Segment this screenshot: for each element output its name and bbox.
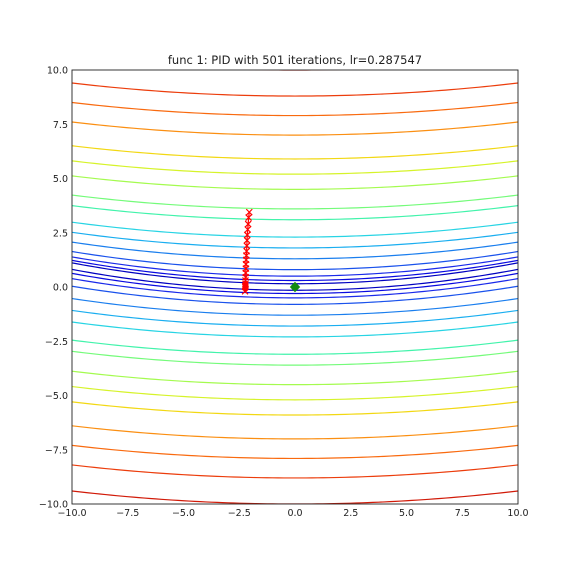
contour-line-5-upper (72, 160, 518, 175)
contour-line-5-lower (72, 385, 518, 401)
trajectory-end-cluster (242, 282, 249, 292)
y-tick-label: 2.5 (53, 228, 68, 239)
y-tick-label: 7.5 (53, 120, 68, 131)
contour-line-10-upper (72, 231, 518, 249)
contour-line-9-upper (72, 221, 518, 238)
x-tick-label: 5.0 (399, 508, 414, 519)
contour-line-0-lower (72, 490, 518, 504)
contour-line-1-lower (72, 464, 518, 479)
x-tick-label: 2.5 (343, 508, 358, 519)
contour-line-2-lower (72, 444, 518, 460)
x-tick-label: −10.0 (57, 508, 86, 519)
contour-line-14-lower (72, 272, 518, 295)
x-tick-label: −7.5 (116, 508, 139, 519)
y-tick-label: −10.0 (39, 500, 68, 511)
contour-line-10-lower (72, 309, 518, 327)
contour-line-9-lower (72, 321, 518, 338)
contour-line-13-lower (72, 278, 518, 299)
contour-line-13-upper (72, 256, 518, 277)
optimum-marker (289, 281, 301, 293)
contour-line-4-lower (72, 401, 518, 416)
y-tick-label: 5.0 (53, 174, 68, 185)
x-tick-label: 0.0 (287, 508, 302, 519)
y-tick-label: 0.0 (53, 283, 68, 294)
x-tick-label: 7.5 (455, 508, 470, 519)
trajectory-point (243, 242, 251, 250)
trajectory-point (244, 226, 252, 233)
x-tick-label: −5.0 (172, 508, 195, 519)
trajectory-point (245, 214, 253, 221)
contour-line-6-lower (72, 370, 518, 386)
x-tick-label: −2.5 (228, 508, 251, 519)
contour-line-11-lower (72, 297, 518, 316)
contour-line-7-lower (72, 350, 518, 366)
contour-line-3-upper (72, 121, 518, 136)
contour-line-2-upper (72, 101, 518, 117)
trajectory-point (243, 231, 251, 239)
plot-frame (71, 69, 519, 505)
contour-line-8-lower (72, 339, 518, 355)
y-axis-ticks: 10.0 7.5 5.0 2.5 0.0 −2.5 −5.0 −7.5 −10.0 (39, 66, 68, 511)
contour-lines (72, 70, 518, 504)
contour-line-3-lower (72, 425, 518, 440)
contour-line-4-upper (72, 145, 518, 160)
trajectory (241, 208, 253, 295)
optimum-marker-group (289, 281, 301, 293)
contour-line-12-upper (72, 250, 518, 271)
contour-line-12-lower (72, 285, 518, 305)
trajectory-point (243, 236, 251, 244)
trajectory-point (244, 220, 252, 228)
y-tick-label: −7.5 (45, 445, 68, 456)
contour-line-11-upper (72, 241, 518, 260)
contour-line-1-upper (72, 82, 518, 97)
y-tick-label: −2.5 (45, 337, 68, 348)
y-tick-label: −5.0 (45, 391, 68, 402)
contour-line-14-upper (72, 259, 518, 282)
trajectory-point (245, 208, 253, 216)
contour-line-6-upper (72, 175, 518, 190)
x-tick-label: 10.0 (507, 508, 528, 519)
contour-line-8-upper (72, 205, 518, 221)
chart-title: func 1: PID with 501 iterations, lr=0.28… (168, 53, 422, 67)
y-tick-label: 10.0 (47, 66, 68, 77)
contour-line-7-upper (72, 194, 518, 210)
x-axis-ticks: −10.0 −7.5 −5.0 −2.5 0.0 2.5 5.0 7.5 10.0 (57, 508, 528, 519)
